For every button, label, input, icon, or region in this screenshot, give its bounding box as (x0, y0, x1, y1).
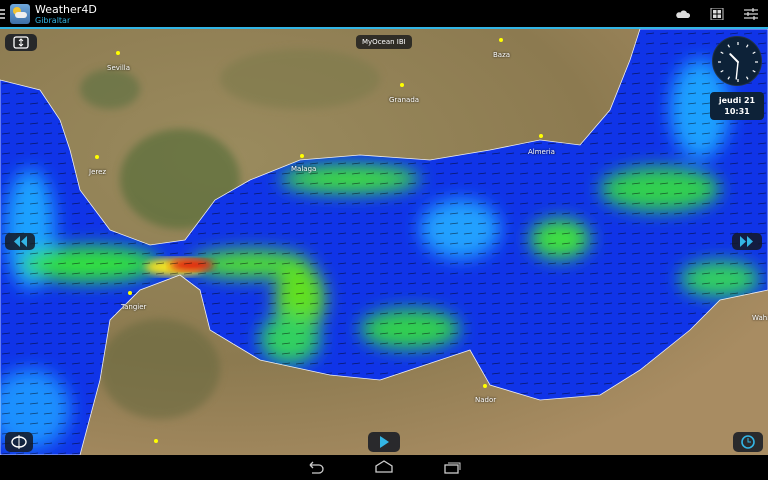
rotate-icon (11, 435, 27, 449)
map-canvas (0, 29, 768, 455)
animation-mode-button[interactable] (5, 432, 33, 452)
vertical-arrows-icon (13, 36, 29, 49)
fast-forward-icon (740, 236, 753, 247)
city-label: Nador (475, 396, 497, 404)
date-time-display: jeudi 21 10:31 (710, 92, 764, 120)
clock-tick (752, 51, 756, 55)
minute-hand (735, 61, 739, 80)
city-label: Granada (389, 96, 420, 104)
city-label: Malaga (291, 165, 317, 173)
rewind-icon (14, 236, 27, 247)
city-label: Jerez (89, 168, 107, 176)
rewind-button[interactable] (5, 233, 35, 250)
analog-clock (712, 36, 762, 86)
menu-icon[interactable] (0, 9, 5, 19)
clock-tick (752, 69, 756, 73)
city-label: Tangier (121, 303, 147, 311)
city-label: Baza (493, 51, 511, 59)
action-bar: Weather4D Gibraltar (0, 0, 768, 29)
clock-tick (727, 76, 731, 80)
city-label: Wahra (752, 314, 768, 322)
home-icon[interactable] (374, 460, 394, 474)
system-nav-bar (0, 455, 768, 480)
clock-tick (745, 76, 749, 80)
clock-tick (720, 69, 724, 73)
city-label: Almeria (528, 148, 555, 156)
grid-icon[interactable] (710, 8, 724, 20)
app-logo-icon[interactable] (10, 4, 30, 24)
date-label: jeudi 21 (718, 96, 756, 105)
data-source-label[interactable]: MyOcean IBI (356, 35, 412, 49)
cloud-icon[interactable] (676, 8, 690, 20)
app-title: Weather4D (35, 3, 97, 16)
hour-hand (729, 53, 739, 63)
location-subtitle: Gibraltar (35, 16, 71, 25)
time-sync-button[interactable] (733, 432, 763, 452)
back-icon[interactable] (306, 461, 326, 475)
play-icon (380, 436, 389, 448)
play-button[interactable] (368, 432, 400, 452)
city-label: Sevilla (107, 64, 131, 72)
fast-forward-button[interactable] (732, 233, 762, 250)
clock-tick (727, 44, 731, 48)
clock-tick (745, 44, 749, 48)
settings-sliders-icon[interactable] (744, 8, 758, 20)
expand-vertical-button[interactable] (5, 34, 37, 51)
ocean-current-map[interactable]: Sevilla Baza Granada Jerez Malaga Almeri… (0, 29, 768, 455)
clock-refresh-icon (741, 435, 755, 449)
time-label: 10:31 (724, 107, 750, 116)
recents-icon[interactable] (442, 460, 462, 474)
clock-tick (720, 51, 724, 55)
